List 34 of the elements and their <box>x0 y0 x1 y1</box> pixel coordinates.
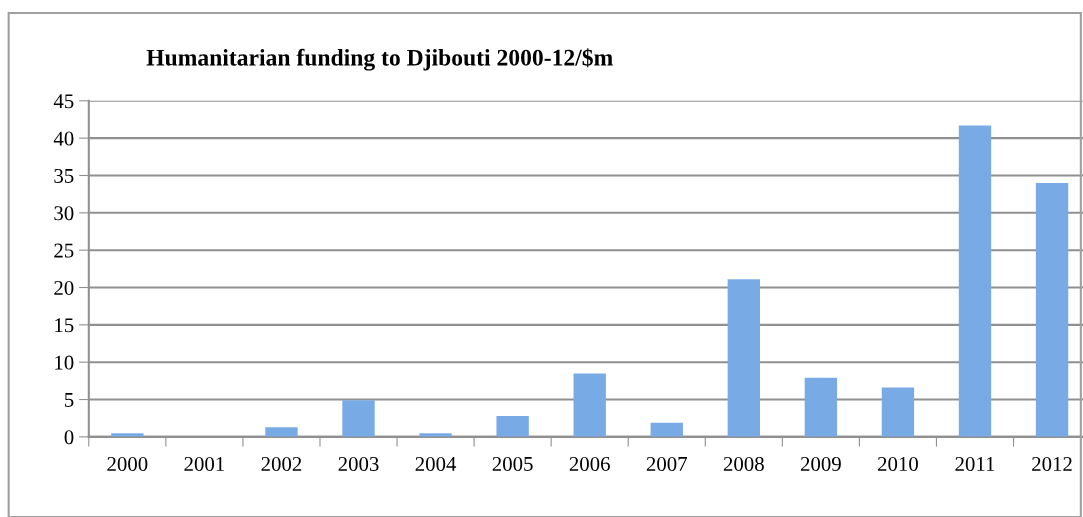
x-tick-label: 2000 <box>107 456 148 471</box>
bar <box>958 125 992 437</box>
bar <box>573 373 606 437</box>
x-tick-label: 2008 <box>723 456 764 471</box>
bar <box>650 422 683 437</box>
x-tick-label: 2001 <box>184 456 224 471</box>
bar <box>727 279 760 437</box>
y-tick-label: 25 <box>54 243 74 258</box>
bar <box>496 415 529 437</box>
x-tick-label: 2012 <box>1032 456 1072 471</box>
x-tick-label: 2011 <box>955 456 995 471</box>
y-tick-label: 45 <box>53 94 74 109</box>
chart-title: Humanitarian funding to Djibouti 2000-12/$m <box>146 48 613 71</box>
x-tick-label: 2010 <box>878 456 918 471</box>
x-tick-label: 2009 <box>800 456 841 471</box>
y-tick-label: 10 <box>55 355 74 370</box>
y-tick-label: 15 <box>55 318 74 333</box>
bar <box>1035 182 1069 437</box>
y-tick-label: 35 <box>54 168 74 183</box>
x-tick-label: 2005 <box>492 456 533 471</box>
bar <box>265 427 298 437</box>
y-tick-label: 20 <box>54 280 74 295</box>
x-tick-label: 2002 <box>261 456 302 471</box>
y-tick-label: 0 <box>64 430 74 445</box>
y-tick-label: 30 <box>54 206 74 221</box>
y-tick-label: 5 <box>65 393 74 407</box>
x-tick-label: 2006 <box>569 456 610 471</box>
x-tick-label: 2004 <box>415 456 457 471</box>
x-tick-label: 2007 <box>646 456 687 471</box>
bar <box>342 400 375 437</box>
bar <box>804 377 838 437</box>
bar <box>881 387 915 437</box>
x-tick-label: 2003 <box>338 456 379 471</box>
y-tick-label: 40 <box>53 131 74 146</box>
